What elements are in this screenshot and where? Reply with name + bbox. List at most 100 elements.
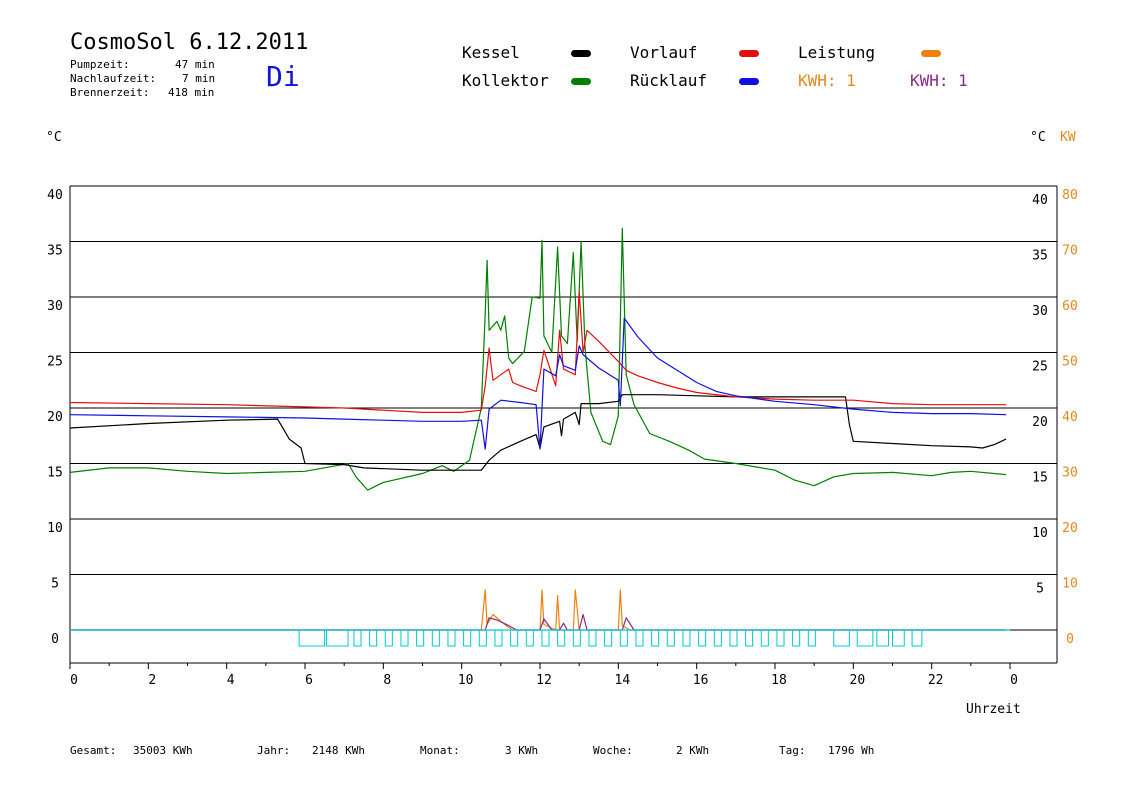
kwh-orange: KWH: 1 — [798, 71, 856, 90]
legend-swatch-vorlauf — [739, 50, 759, 57]
pump-box-14 — [541, 629, 550, 647]
y-tick-right-20: 20 — [1032, 415, 1048, 430]
x-tick-label-4: 8 — [383, 673, 391, 688]
footer-value-jahr: 2148 KWh — [312, 744, 365, 757]
series-line-vorlauf — [69, 290, 1007, 413]
stat-label-pumpzeit: Pumpzeit: — [70, 58, 130, 71]
pump-box-2 — [353, 629, 362, 647]
y-tick-left-40: 40 — [47, 188, 63, 203]
pump-box-30 — [792, 629, 801, 647]
pump-box-20 — [635, 629, 644, 647]
pump-box-25 — [713, 629, 722, 647]
y-tick-kw-20: 20 — [1062, 521, 1078, 536]
series-group — [69, 227, 1007, 631]
grid-lines — [69, 185, 1058, 664]
x-tick-label-6: 12 — [536, 673, 552, 688]
y-tick-kw-50: 50 — [1062, 355, 1078, 370]
y-tick-kw-40: 40 — [1062, 410, 1078, 425]
y-tick-left-35: 35 — [47, 244, 63, 259]
pump-box-23 — [682, 629, 691, 647]
footer-value-tag: 1796 Wh — [828, 744, 875, 757]
legend-swatch-kessel — [571, 50, 591, 57]
y-tick-kw-10: 10 — [1062, 577, 1078, 592]
footer-value-woche: 2 KWh — [676, 744, 710, 757]
stat-value-pumpzeit: 47 min — [175, 58, 215, 71]
pump-box-3 — [369, 629, 378, 647]
y-tick-right-5: 5 — [1036, 582, 1044, 597]
legend-label-kessel: Kessel — [462, 43, 520, 62]
pump-box-17 — [588, 629, 597, 647]
pump-box-21 — [651, 629, 660, 647]
pump-box-13 — [525, 629, 534, 647]
right-axis-unit-kw: KW — [1060, 130, 1076, 145]
pump-box-29 — [776, 629, 785, 647]
stat-label-nachlaufzeit: Nachlaufzeit: — [70, 72, 157, 85]
y-tick-right-35: 35 — [1032, 249, 1048, 264]
axis-ticks: 0510152025303540510152025303540010203040… — [47, 188, 1078, 688]
pump-box-9 — [463, 629, 472, 647]
footer-label-tag: Tag: — [779, 744, 806, 757]
series-line-leistung — [70, 589, 1007, 631]
pump-box-33 — [856, 629, 874, 647]
y-tick-left-25: 25 — [47, 355, 63, 370]
y-tick-right-10: 10 — [1032, 526, 1048, 541]
x-tick-label-12: 0 — [1010, 673, 1018, 688]
y-tick-right-40: 40 — [1032, 193, 1048, 208]
x-tick-label-1: 2 — [148, 673, 156, 688]
pump-box-8 — [447, 629, 456, 647]
pump-box-27 — [745, 629, 754, 647]
y-tick-kw-70: 70 — [1062, 244, 1078, 259]
pump-box-28 — [760, 629, 769, 647]
kwh-purple: KWH: 1 — [910, 71, 968, 90]
pump-box-24 — [698, 629, 707, 647]
pump-box-15 — [557, 629, 566, 647]
legend-swatch-ruecklauf — [739, 78, 759, 85]
series-line-r-cklauf — [69, 317, 1007, 450]
y-tick-kw-0: 0 — [1066, 632, 1074, 647]
y-tick-kw-60: 60 — [1062, 299, 1078, 314]
legend-label-ruecklauf: Rücklauf — [630, 71, 708, 90]
y-tick-left-30: 30 — [47, 299, 63, 314]
pump-box-26 — [729, 629, 738, 647]
x-axis-label: Uhrzeit — [966, 702, 1021, 717]
pump-box-7 — [431, 629, 440, 647]
stat-value-brennerzeit: 418 min — [168, 86, 215, 99]
footer-value-monat: 3 KWh — [505, 744, 539, 757]
pump-box-0 — [298, 629, 326, 647]
footer-label-gesamt: Gesamt: — [70, 744, 117, 757]
x-tick-label-2: 4 — [227, 673, 235, 688]
series-line-kwh-purple — [70, 613, 1007, 631]
y-tick-left-10: 10 — [47, 521, 63, 536]
pump-box-34 — [876, 629, 890, 647]
chart-title: CosmoSol 6.12.2011 — [70, 30, 309, 55]
y-tick-left-5: 5 — [51, 577, 59, 592]
pump-box-4 — [384, 629, 393, 647]
pump-box-5 — [400, 629, 409, 647]
legend-label-vorlauf: Vorlauf — [630, 43, 698, 62]
pump-box-6 — [416, 629, 425, 647]
footer-label-woche: Woche: — [593, 744, 633, 757]
y-tick-left-20: 20 — [47, 410, 63, 425]
y-tick-kw-30: 30 — [1062, 466, 1078, 481]
pump-box-11 — [494, 629, 503, 647]
pump-box-22 — [666, 629, 675, 647]
pump-box-35 — [892, 629, 905, 647]
footer-value-gesamt: 35003 KWh — [133, 744, 193, 757]
pump-box-10 — [478, 629, 487, 647]
series-line-kollektor — [69, 227, 1007, 491]
right-axis-unit: °C — [1030, 130, 1046, 145]
stat-value-nachlaufzeit: 7 min — [182, 72, 216, 85]
weekday-label: Di — [266, 60, 300, 93]
pump-box-1 — [326, 629, 349, 647]
legend-label-kollektor: Kollektor — [462, 71, 549, 90]
y-tick-kw-80: 80 — [1062, 188, 1078, 203]
pump-box-31 — [807, 629, 816, 647]
x-tick-label-10: 20 — [850, 673, 866, 688]
pump-box-19 — [619, 629, 628, 647]
x-tick-label-7: 14 — [615, 673, 631, 688]
legend-swatch-leistung — [921, 50, 941, 57]
y-tick-left-15: 15 — [47, 466, 63, 481]
pump-status-trace — [70, 629, 1010, 647]
x-tick-label-9: 18 — [771, 673, 787, 688]
